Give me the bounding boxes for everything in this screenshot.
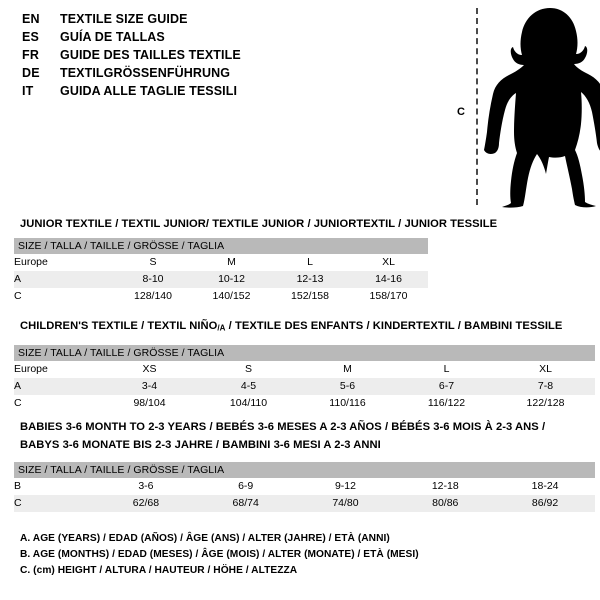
title-row: ES GUÍA DE TALLAS — [22, 30, 442, 48]
children-row-c-label: C — [14, 395, 100, 412]
junior-row-c-c3: 158/170 — [349, 288, 429, 305]
table-row: B 3-6 6-9 9-12 12-18 18-24 — [14, 478, 595, 495]
children-row-europe-c2: M — [298, 361, 397, 378]
title-row: EN TEXTILE SIZE GUIDE — [22, 12, 442, 30]
junior-row-c-c1: 140/152 — [192, 288, 271, 305]
children-table-bar-row: SIZE / TALLA / TAILLE / GRÖSSE / TAGLIA — [14, 345, 596, 361]
junior-row-europe-label: Europe — [14, 254, 114, 271]
table-row: Europe XS S M L XL — [14, 361, 596, 378]
junior-row-a-c0: 8-10 — [114, 271, 192, 288]
children-row-europe-c3: L — [397, 361, 496, 378]
babies-row-b-c4: 18-24 — [495, 478, 595, 495]
children-section-heading: CHILDREN'S TEXTILE / TEXTIL NIÑO/A / TEX… — [20, 320, 562, 332]
children-row-a-label: A — [14, 378, 100, 395]
junior-row-europe-c1: M — [192, 254, 271, 271]
junior-row-europe-c3: XL — [349, 254, 429, 271]
title-row: IT GUIDA ALLE TAGLIE TESSILI — [22, 84, 442, 102]
children-row-a-c0: 3-4 — [100, 378, 199, 395]
children-row-c-c0: 98/104 — [100, 395, 199, 412]
title-row: FR GUIDE DES TAILLES TEXTILE — [22, 48, 442, 66]
table-row: Europe S M L XL — [14, 254, 429, 271]
children-row-europe-label: Europe — [14, 361, 100, 378]
junior-row-europe-c2: L — [271, 254, 349, 271]
babies-table-bar-label: SIZE / TALLA / TAILLE / GRÖSSE / TAGLIA — [14, 462, 595, 478]
babies-row-b-label: B — [14, 478, 97, 495]
title-text-it: GUIDA ALLE TAGLIE TESSILI — [60, 84, 238, 98]
title-block: EN TEXTILE SIZE GUIDE ES GUÍA DE TALLAS … — [22, 12, 442, 102]
junior-row-europe-c0: S — [114, 254, 192, 271]
legend-block: A. AGE (YEARS) / EDAD (AÑOS) / ÂGE (ANS)… — [20, 531, 419, 579]
babies-section-heading-line1: BABIES 3-6 MONTH TO 2-3 YEARS / BEBÉS 3-… — [20, 421, 546, 433]
babies-size-table: SIZE / TALLA / TAILLE / GRÖSSE / TAGLIA … — [14, 462, 595, 512]
table-row: C 62/68 68/74 74/80 80/86 86/92 — [14, 495, 595, 512]
babies-row-b-c0: 3-6 — [96, 478, 196, 495]
legend-line-a: A. AGE (YEARS) / EDAD (AÑOS) / ÂGE (ANS)… — [20, 533, 390, 544]
babies-row-c-c2: 74/80 — [295, 495, 396, 512]
title-row: DE TEXTILGRÖSSENFÜHRUNG — [22, 66, 442, 84]
children-row-a-c1: 4-5 — [199, 378, 298, 395]
babies-row-b-c3: 12-18 — [395, 478, 496, 495]
children-row-europe-c4: XL — [496, 361, 596, 378]
table-row: C 98/104 104/110 110/116 116/122 122/128 — [14, 395, 596, 412]
junior-row-a-c1: 10-12 — [192, 271, 271, 288]
table-row: A 8-10 10-12 12-13 14-16 — [14, 271, 429, 288]
title-text-en: TEXTILE SIZE GUIDE — [60, 12, 188, 26]
title-lang-de: DE — [22, 66, 40, 80]
title-lang-it: IT — [22, 84, 34, 98]
junior-row-c-label: C — [14, 288, 114, 305]
title-text-es: GUÍA DE TALLAS — [60, 30, 165, 44]
height-measure-label: C — [457, 106, 465, 118]
children-row-c-c4: 122/128 — [496, 395, 596, 412]
children-row-europe-c1: S — [199, 361, 298, 378]
title-lang-en: EN — [22, 12, 40, 26]
children-row-c-c2: 110/116 — [298, 395, 397, 412]
title-lang-fr: FR — [22, 48, 40, 62]
junior-table-bar-row: SIZE / TALLA / TAILLE / GRÖSSE / TAGLIA — [14, 238, 429, 254]
children-row-europe-c0: XS — [100, 361, 199, 378]
babies-row-c-c0: 62/68 — [96, 495, 196, 512]
title-lang-es: ES — [22, 30, 40, 44]
junior-row-c-c0: 128/140 — [114, 288, 192, 305]
children-table-bar-label: SIZE / TALLA / TAILLE / GRÖSSE / TAGLIA — [14, 345, 596, 361]
junior-row-a-c3: 14-16 — [349, 271, 429, 288]
babies-section-heading-line2: BABYS 3-6 MONATE BIS 2-3 JAHRE / BAMBINI… — [20, 439, 381, 451]
babies-row-b-c2: 9-12 — [295, 478, 396, 495]
children-heading-part1: CHILDREN'S TEXTILE / TEXTIL NIÑO — [20, 320, 218, 332]
children-row-a-c3: 6-7 — [397, 378, 496, 395]
children-heading-part2: / TEXTILE DES ENFANTS / KINDERTEXTIL / B… — [225, 320, 563, 332]
height-illustration: C — [440, 0, 600, 210]
table-row: A 3-4 4-5 5-6 6-7 7-8 — [14, 378, 596, 395]
junior-table-bar-label: SIZE / TALLA / TAILLE / GRÖSSE / TAGLIA — [14, 238, 429, 254]
toddler-silhouette-icon — [484, 8, 600, 208]
children-heading-sub: /A — [217, 323, 226, 333]
children-row-a-c4: 7-8 — [496, 378, 596, 395]
legend-line-c: C. (cm) HEIGHT / ALTURA / HAUTEUR / HÖHE… — [20, 565, 298, 576]
children-row-a-c2: 5-6 — [298, 378, 397, 395]
children-row-c-c1: 104/110 — [199, 395, 298, 412]
babies-row-c-c4: 86/92 — [495, 495, 595, 512]
junior-row-a-c2: 12-13 — [271, 271, 349, 288]
babies-row-c-c1: 68/74 — [195, 495, 296, 512]
junior-row-c-c2: 152/158 — [271, 288, 349, 305]
children-size-table: SIZE / TALLA / TAILLE / GRÖSSE / TAGLIA … — [14, 345, 596, 412]
junior-size-table: SIZE / TALLA / TAILLE / GRÖSSE / TAGLIA … — [14, 238, 429, 305]
title-text-de: TEXTILGRÖSSENFÜHRUNG — [60, 66, 231, 80]
title-text-fr: GUIDE DES TAILLES TEXTILE — [60, 48, 241, 62]
babies-row-b-c1: 6-9 — [195, 478, 296, 495]
height-dashed-line — [476, 8, 478, 205]
junior-row-a-label: A — [14, 271, 114, 288]
babies-table-bar-row: SIZE / TALLA / TAILLE / GRÖSSE / TAGLIA — [14, 462, 595, 478]
table-row: C 128/140 140/152 152/158 158/170 — [14, 288, 429, 305]
legend-line-b: B. AGE (MONTHS) / EDAD (MESES) / ÂGE (MO… — [20, 549, 419, 560]
junior-section-heading: JUNIOR TEXTILE / TEXTIL JUNIOR/ TEXTILE … — [20, 218, 498, 230]
babies-row-c-c3: 80/86 — [395, 495, 496, 512]
children-row-c-c3: 116/122 — [397, 395, 496, 412]
babies-row-c-label: C — [14, 495, 97, 512]
